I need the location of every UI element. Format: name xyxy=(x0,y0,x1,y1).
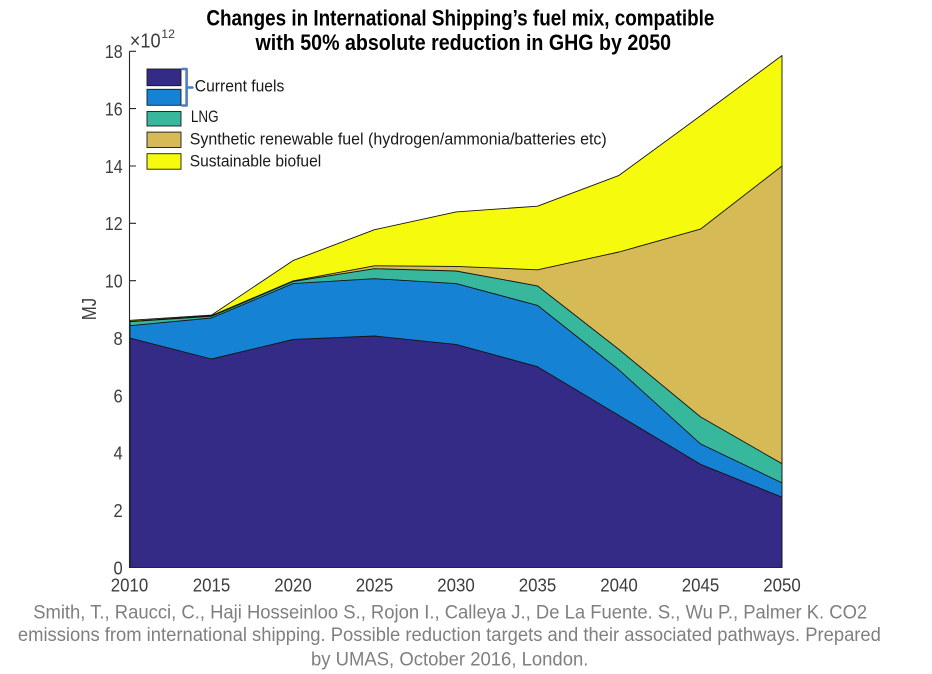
svg-text:Smith, T., Raucci, C., Haji Ho: Smith, T., Raucci, C., Haji Hosseinloo S… xyxy=(33,603,867,624)
svg-text:2035: 2035 xyxy=(519,575,557,596)
svg-text:6: 6 xyxy=(114,385,123,406)
svg-text:18: 18 xyxy=(105,41,123,62)
svg-text:2010: 2010 xyxy=(111,575,149,596)
svg-text:2045: 2045 xyxy=(682,575,720,596)
svg-text:12: 12 xyxy=(105,213,123,234)
svg-text:MJ: MJ xyxy=(79,298,101,321)
svg-text:Changes in International Shipp: Changes in International Shipping’s fuel… xyxy=(206,6,714,31)
svg-text:2040: 2040 xyxy=(600,575,638,596)
svg-text:2020: 2020 xyxy=(274,575,312,596)
svg-text:0: 0 xyxy=(114,557,123,578)
svg-text:Synthetic renewable fuel (hydr: Synthetic renewable fuel (hydrogen/ammon… xyxy=(190,131,607,149)
svg-text:4: 4 xyxy=(114,443,123,464)
svg-text:Sustainable biofuel: Sustainable biofuel xyxy=(190,153,322,171)
svg-text:2025: 2025 xyxy=(356,575,394,596)
svg-text:16: 16 xyxy=(105,99,123,120)
svg-text:Current fuels: Current fuels xyxy=(195,77,284,95)
svg-text:8: 8 xyxy=(114,328,123,349)
svg-text:LNG: LNG xyxy=(191,108,219,126)
svg-text:×10: ×10 xyxy=(130,31,161,53)
svg-text:2015: 2015 xyxy=(193,575,231,596)
svg-text:10: 10 xyxy=(105,271,123,292)
svg-text:2: 2 xyxy=(114,500,123,521)
svg-text:with 50% absolute reduction in: with 50% absolute reduction in GHG by 20… xyxy=(255,30,671,55)
svg-text:emissions from international s: emissions from international shipping. P… xyxy=(18,625,881,646)
svg-text:12: 12 xyxy=(161,27,175,41)
svg-text:by UMAS, October 2016, London.: by UMAS, October 2016, London. xyxy=(311,649,588,670)
svg-text:14: 14 xyxy=(105,156,123,177)
svg-text:2050: 2050 xyxy=(763,575,801,596)
svg-text:2030: 2030 xyxy=(437,575,475,596)
